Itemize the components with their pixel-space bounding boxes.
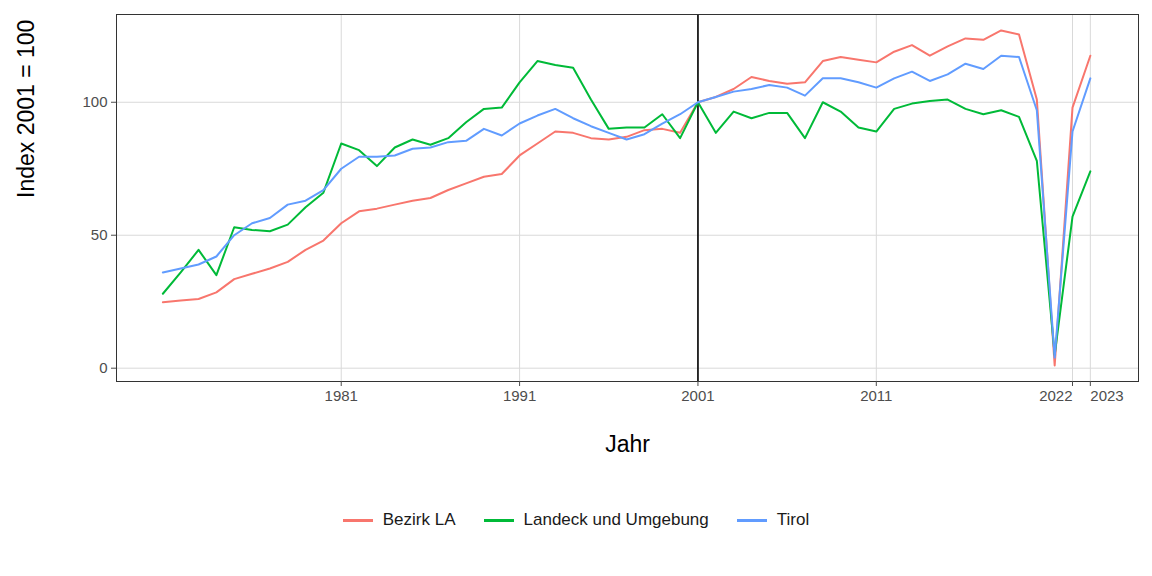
html-text:Tirol: Tirol — [776, 510, 810, 529]
html-text:Bezirk LA: Bezirk LA — [382, 510, 456, 529]
svg-text:100: 100 — [82, 93, 107, 110]
svg-text:2001: 2001 — [681, 387, 714, 404]
svg-text:Jahr: Jahr — [605, 431, 650, 457]
svg-text:1981: 1981 — [325, 387, 358, 404]
svg-text:1991: 1991 — [503, 387, 536, 404]
svg-text:Index 2001 = 100: Index 2001 = 100 — [13, 20, 39, 198]
svg-text:2022: 2022 — [1039, 387, 1072, 404]
svg-text:2011: 2011 — [860, 387, 892, 404]
svg-text:2023: 2023 — [1090, 387, 1123, 404]
html-text:Landeck und Umgebung: Landeck und Umgebung — [523, 510, 709, 529]
svg-text:0: 0 — [99, 359, 107, 376]
svg-text:50: 50 — [91, 226, 108, 243]
